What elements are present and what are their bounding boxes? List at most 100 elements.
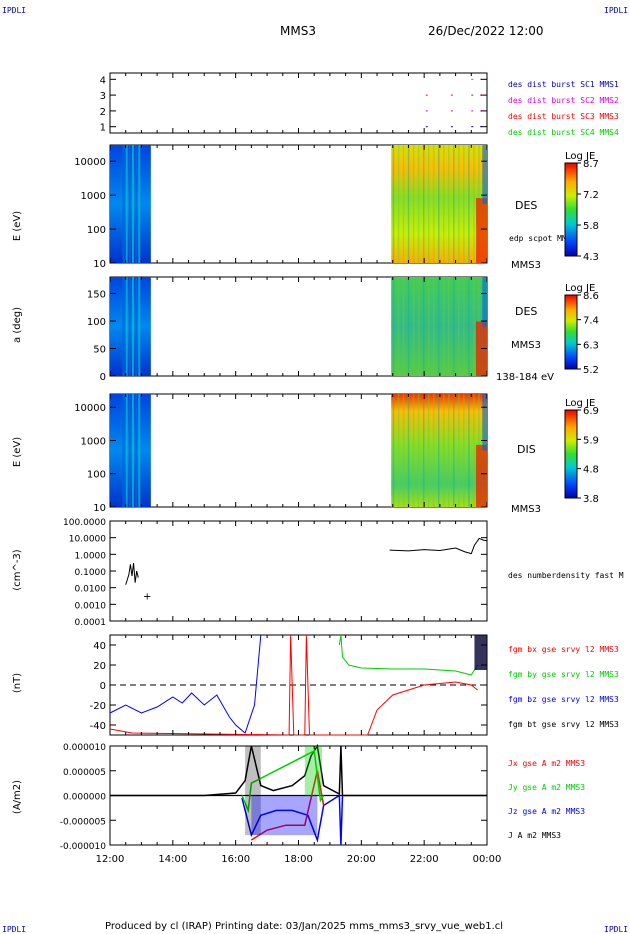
burst-legend-0: des dist burst SC1 MMS1 [508, 80, 619, 89]
spectrogram-stripe [453, 394, 455, 507]
colorbar-tick-label: 8.7 [583, 159, 599, 170]
spectrogram-stripe [417, 145, 420, 263]
density-marker: + [143, 591, 151, 602]
plot-datetime: 26/Dec/2022 12:00 [428, 24, 544, 38]
corner-tag-top-left: IPDLI [2, 6, 26, 15]
spectrogram-stripe [122, 394, 125, 507]
spectrogram-stripe [427, 277, 430, 376]
current-legend-1: Jy gse A m2 MMS3 [508, 783, 585, 792]
fgm-series-by [338, 634, 478, 676]
colorbar-tick-label: 6.9 [583, 406, 599, 417]
time-tick-label: 20:00 [347, 854, 376, 865]
colorbar-tick-label: 5.2 [583, 365, 599, 376]
y-tick-label: 0.0001 [75, 618, 107, 628]
spectrogram-stripe [473, 145, 475, 263]
spectrogram-stripe [422, 394, 425, 507]
spectrogram-stripe [135, 277, 138, 376]
spectrogram-stripe [125, 277, 128, 376]
spectrogram-stripe [125, 394, 128, 507]
current-series-Jx [250, 770, 325, 841]
des-pitch-instrument: DES [515, 305, 537, 318]
spectrogram-stripe [468, 277, 470, 376]
density-series-seg1 [125, 562, 139, 585]
des-pitch-sc: MMS3 [511, 340, 541, 351]
panel-frame-0 [109, 72, 488, 134]
spectrogram-stripe [128, 394, 131, 507]
des-energy-ylabel: E (eV) [12, 211, 23, 241]
y-tick-label: -20 [90, 701, 106, 712]
current-legend-2: Jz gse A m2 MMS3 [508, 807, 585, 816]
corner-tag-top-right: IPDLI [604, 6, 628, 15]
spectrogram-stripe [437, 394, 440, 507]
spectrogram-stripe [458, 145, 460, 263]
spectrogram-stripe [458, 277, 460, 376]
mission-title: MMS3 [280, 24, 316, 38]
des-energy-instrument: DES [515, 199, 537, 212]
fgm-legend-3: fgm bt gse srvy l2 MMS3 [508, 720, 619, 729]
spectrogram-block-late [391, 394, 487, 507]
spectrogram-stripe [402, 277, 405, 376]
spectrogram-stripe [468, 145, 470, 263]
spectrogram-stripe [392, 277, 395, 376]
spectrogram-stripe [138, 394, 141, 507]
density-series-seg2 [389, 537, 488, 555]
spectrogram-stripe [128, 277, 131, 376]
y-tick-label: 50 [93, 345, 106, 356]
time-tick-label: 00:00 [473, 854, 502, 865]
spectrogram-block-late [391, 145, 487, 263]
spectrogram-stripe [463, 277, 465, 376]
spectrogram-stripe [432, 277, 435, 376]
y-tick-label: -0.000005 [60, 817, 106, 827]
y-tick-label: 2 [100, 107, 106, 118]
spectrogram-stripe [397, 394, 400, 507]
spectrogram-stripe [468, 394, 470, 507]
colorbar-tick-label: 4.8 [583, 465, 599, 476]
y-tick-label: -0.000010 [60, 842, 106, 852]
spectrogram-stripe [131, 394, 134, 507]
colorbar [564, 409, 578, 499]
colorbar-tick-label: 5.8 [583, 221, 599, 232]
fgm-legend-1: fgm by gse srvy l2 MMS3 [508, 670, 619, 679]
y-tick-label: 20 [93, 661, 106, 672]
corner-tag-bottom-left: IPDLI [2, 925, 26, 934]
spectrogram-stripe [135, 394, 138, 507]
spectrogram-stripe [125, 145, 128, 263]
colorbar [564, 162, 578, 257]
fgm-dense-segment [474, 635, 487, 670]
des-pitch-energy: 138-184 eV [496, 372, 554, 383]
current-series-Jz [241, 794, 344, 846]
spectrogram-stripe [407, 277, 410, 376]
spectrogram-stripe [407, 394, 410, 507]
burst-legend-3: des dist burst SC4 MMS4 [508, 128, 619, 137]
spectrogram-stripe [422, 277, 425, 376]
spectrogram-hot-edge [476, 444, 487, 507]
colorbar-tick-label: 6.3 [583, 340, 599, 351]
current-dense-fill-jy [304, 746, 323, 796]
spectrogram-stripe [473, 277, 475, 376]
time-tick-label: 16:00 [221, 854, 250, 865]
y-tick-label: 10000 [74, 157, 106, 168]
y-tick-label: 150 [87, 290, 106, 301]
spectrogram-stripe [397, 277, 400, 376]
dis-energy-sc: MMS3 [511, 504, 541, 515]
spectrogram-stripe [131, 277, 134, 376]
y-tick-label: 40 [93, 641, 106, 652]
dis-energy-ylabel: E (eV) [12, 437, 23, 467]
spectrogram-stripe [402, 394, 405, 507]
spectrogram-stripe [432, 145, 435, 263]
y-tick-label: 100.0000 [63, 518, 106, 528]
current-dense-fill-jz [251, 795, 318, 836]
spectrogram-stripe [422, 145, 425, 263]
spectrogram-stripe [135, 145, 138, 263]
des-energy-sc: MMS3 [511, 260, 541, 271]
y-tick-label: 10 [93, 259, 106, 270]
time-tick-label: 22:00 [410, 854, 439, 865]
y-tick-label: 1.0000 [75, 551, 107, 561]
colorbar-tick-label: 5.9 [583, 435, 599, 446]
y-tick-label: 4 [100, 75, 106, 86]
y-tick-label: 10 [93, 503, 106, 514]
spectrogram-stripe [427, 145, 430, 263]
spectrogram-hot-edge [476, 198, 487, 263]
spectrogram-stripe [453, 145, 455, 263]
colorbar-tick-label: 7.4 [583, 316, 599, 327]
